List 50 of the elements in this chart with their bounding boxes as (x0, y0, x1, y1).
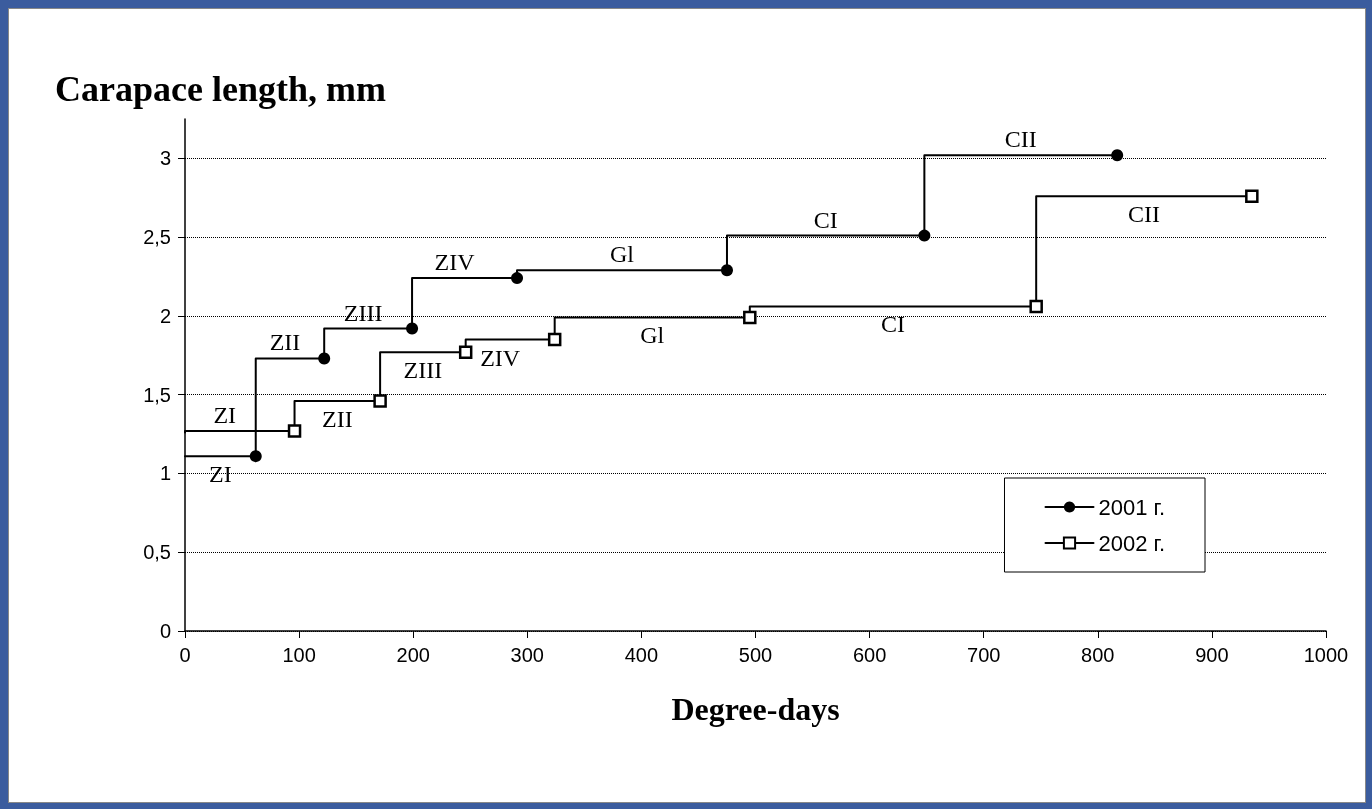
annotation: ZIV (434, 249, 476, 276)
point (743, 310, 757, 325)
annotation: CI (880, 311, 905, 338)
y-tick-label: 1,5 (143, 383, 171, 406)
point (318, 352, 331, 365)
x-tick-label: 800 (1081, 644, 1115, 666)
y-tick-label: 1 (159, 462, 171, 485)
annotation: Gl (640, 322, 665, 349)
point (458, 345, 473, 359)
x-tick-label: 500 (738, 644, 773, 666)
legend-label: 2001 г. (1098, 494, 1166, 520)
annotation: ZI (209, 461, 232, 488)
x-axis-title: Degree-days (671, 691, 840, 727)
x-tick-label: 900 (1195, 644, 1229, 666)
point (249, 450, 262, 463)
y-tick-label: 2,5 (143, 226, 171, 249)
point (547, 332, 562, 347)
annotation: CI (813, 206, 838, 233)
annotation: ZIII (343, 299, 383, 326)
y-tick-label: 2 (159, 304, 171, 327)
y-tick-label: 0 (159, 620, 171, 642)
x-tick-label: 600 (852, 644, 887, 666)
x-tick-label: 400 (624, 644, 659, 666)
annotation: ZII (322, 405, 353, 432)
point (918, 229, 931, 242)
x-tick-label: 200 (396, 644, 430, 666)
annotation: ZI (213, 401, 237, 428)
point (1111, 149, 1124, 162)
point (406, 322, 419, 335)
point (287, 424, 302, 438)
point (1245, 189, 1259, 203)
x-tick-label: 1000 (1303, 644, 1349, 666)
annotation: ZII (269, 329, 301, 356)
x-tick-label: 700 (967, 644, 1001, 666)
y-tick-label: 0,5 (143, 541, 171, 564)
y-tick-label: 3 (159, 147, 171, 170)
annotation: CII (1128, 201, 1161, 228)
point (1029, 299, 1043, 314)
annotation: ZIV (480, 344, 521, 371)
annotation: ZIII (403, 357, 443, 384)
point (511, 272, 524, 285)
annotation: CII (1004, 126, 1037, 153)
point (720, 264, 733, 277)
legend-label: 2002 г. (1098, 530, 1166, 556)
x-tick-label: 0 (179, 644, 191, 666)
x-tick-label: 300 (510, 644, 544, 666)
point (373, 394, 387, 408)
annotation: Gl (610, 241, 635, 268)
x-tick-label: 100 (282, 644, 316, 666)
y-axis-title: Carapace length, mm (55, 69, 386, 109)
